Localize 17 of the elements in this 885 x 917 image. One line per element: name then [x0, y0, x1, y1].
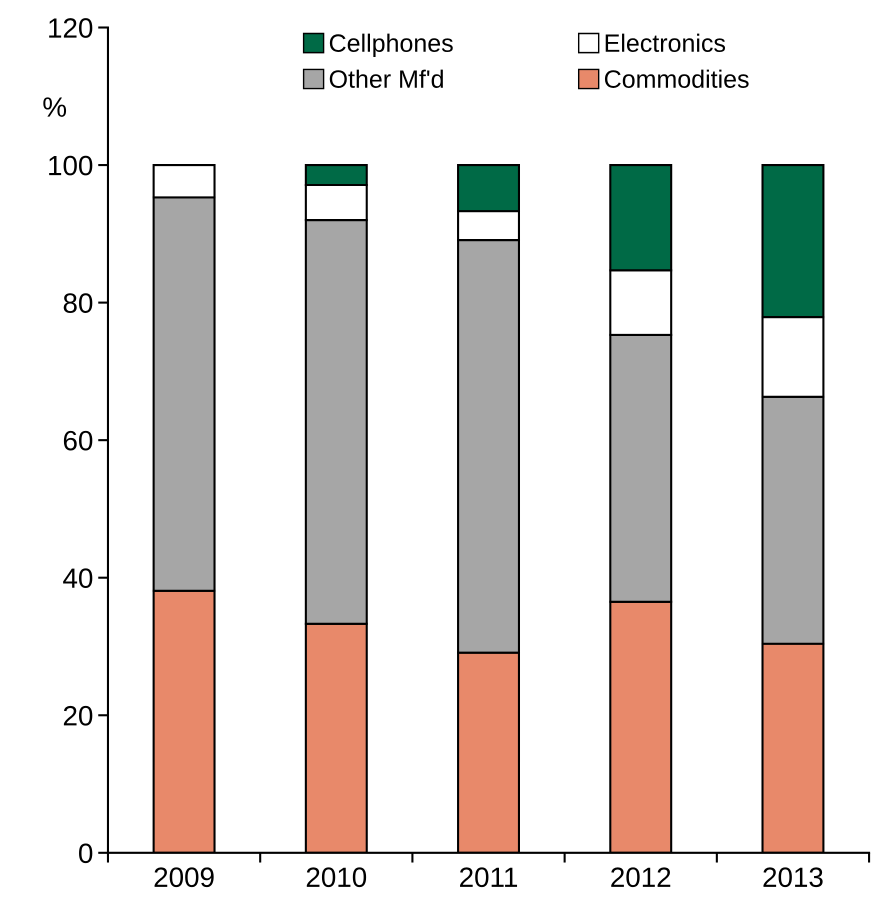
x-tick-label: 2013	[763, 867, 823, 888]
y-tick-label: 60	[64, 430, 92, 450]
legend-label: Commodities	[604, 70, 749, 88]
y-tick-label: 80	[64, 293, 92, 313]
x-tick-label: 2011	[460, 867, 518, 888]
legend-label: Other Mf'd	[330, 70, 443, 88]
y-tick-label: 40	[63, 568, 92, 588]
y-tick-label: 0	[79, 843, 92, 864]
legend-label: Cellphones	[330, 34, 453, 57]
x-tick-label: 2010	[306, 867, 366, 888]
legend-label: Electronics	[606, 34, 726, 52]
x-tick-label: 2009	[154, 867, 214, 888]
y-axis-title: %	[43, 97, 66, 117]
y-tick-label: 20	[64, 706, 92, 726]
y-tick-label: 120	[49, 18, 92, 38]
y-tick-label: 100	[49, 156, 92, 176]
x-tick-label: 2012	[611, 867, 670, 888]
